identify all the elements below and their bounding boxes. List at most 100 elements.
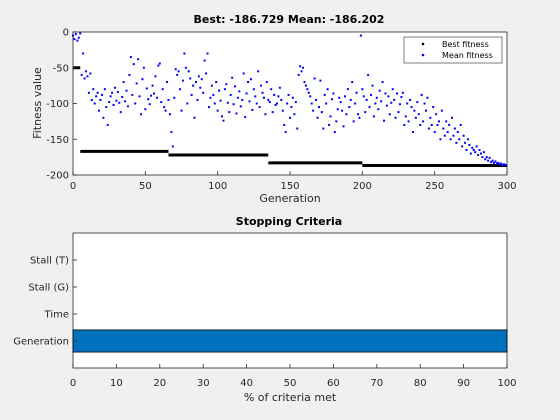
mean-fitness-point-87 [197, 75, 200, 78]
mean-fitness-point-267 [458, 138, 461, 141]
mean-fitness-point-102 [219, 99, 222, 102]
mean-fitness-point-18 [98, 109, 101, 112]
fitness-y-tick-label-3: -50 [53, 63, 69, 74]
mean-fitness-point-123 [249, 78, 252, 81]
mean-fitness-point-40 [129, 56, 132, 59]
mean-fitness-point-286 [485, 156, 488, 159]
fitness-x-axis-label: Generation [259, 192, 320, 205]
fitness-y-tick-label-4: 0 [63, 28, 69, 39]
fitness-x-ticks: 0 50 100 150 200 250 300 [70, 171, 517, 192]
legend[interactable]: Best fitness Mean fitness [403, 36, 503, 64]
mean-fitness-point-137 [270, 88, 273, 91]
mean-fitness-point-298 [503, 163, 506, 166]
stopping-x-ticks: 0 10 20 30 40 50 60 70 80 90 100 [70, 364, 517, 389]
mean-fitness-point-34 [121, 96, 124, 99]
mean-fitness-point-46 [138, 95, 141, 98]
mean-fitness-point-75 [180, 109, 183, 112]
mean-fitness-point-281 [478, 148, 481, 151]
mean-fitness-point-61 [160, 101, 163, 104]
mean-fitness-point-128 [257, 70, 260, 73]
mean-fitness-point-288 [488, 156, 491, 159]
mean-fitness-point-41 [131, 93, 134, 96]
mean-fitness-point-108 [228, 111, 231, 114]
mean-fitness-point-280 [477, 153, 480, 156]
mean-fitness-point-124 [251, 108, 254, 111]
mean-fitness-point-269 [461, 145, 464, 148]
mean-fitness-point-234 [410, 106, 413, 109]
mean-fitness-point-45 [137, 58, 140, 61]
mean-fitness-point-243 [423, 102, 426, 105]
legend-best-fitness-marker [421, 42, 425, 46]
stopping-x-axis-label: % of criteria met [244, 391, 337, 404]
mean-fitness-point-149 [287, 93, 290, 96]
stopping-x-tick-label-7: 70 [370, 378, 383, 389]
mean-fitness-point-223 [394, 116, 397, 119]
mean-fitness-point-20 [100, 93, 103, 96]
mean-fitness-point-62 [161, 88, 164, 91]
mean-fitness-point-111 [232, 103, 235, 106]
mean-fitness-point-119 [244, 116, 247, 119]
mean-fitness-point-170 [317, 106, 320, 109]
mean-fitness-point-297 [501, 163, 504, 166]
mean-fitness-point-71 [174, 68, 177, 71]
mean-fitness-point-249 [432, 106, 435, 109]
mean-fitness-point-156 [297, 73, 300, 76]
mean-fitness-point-292 [494, 160, 497, 163]
stopping-criteria-plot[interactable]: Stopping Criteria Generation Time Stall (G… [13, 215, 516, 404]
mean-fitness-point-224 [396, 92, 399, 95]
mean-fitness-point-257 [443, 134, 446, 137]
mean-fitness-point-134 [265, 81, 268, 84]
mean-fitness-point-15 [93, 102, 96, 105]
mean-fitness-point-260 [448, 123, 451, 126]
mean-fitness-point-258 [445, 120, 448, 123]
mean-fitness-point-174 [323, 93, 326, 96]
stopping-bar-0 [72, 329, 508, 353]
mean-fitness-point-109 [229, 93, 232, 96]
mean-fitness-point-113 [235, 112, 238, 115]
mean-fitness-point-35 [122, 81, 125, 84]
mean-fitness-point-94 [207, 106, 210, 109]
mean-fitness-point-283 [481, 156, 484, 159]
mean-fitness-point-90 [202, 91, 205, 94]
mean-fitness-point-58 [155, 96, 158, 99]
mean-fitness-point-255 [440, 109, 443, 112]
mean-fitness-point-56 [153, 92, 156, 95]
legend-mean-fitness-marker [421, 53, 425, 57]
mean-fitness-point-37 [125, 89, 128, 92]
mean-fitness-point-294 [497, 161, 500, 164]
stopping-x-tick-label-10: 100 [497, 378, 516, 389]
mean-fitness-point-181 [333, 131, 336, 134]
mean-fitness-point-0 [72, 34, 74, 37]
mean-fitness-point-206 [370, 93, 373, 96]
mean-fitness-point-1 [73, 38, 76, 41]
mean-fitness-point-182 [335, 120, 338, 123]
mean-fitness-point-212 [378, 89, 381, 92]
mean-fitness-point-209 [374, 102, 377, 105]
mean-fitness-point-28 [112, 103, 115, 106]
legend-mean-fitness-label: Mean fitness [442, 51, 493, 60]
fitness-y-tick-label-1: -150 [46, 135, 69, 146]
mean-fitness-point-252 [436, 123, 439, 126]
mean-fitness-point-229 [403, 123, 406, 126]
mean-fitness-point-274 [468, 143, 471, 146]
mean-fitness-point-23 [105, 106, 108, 109]
mean-fitness-point-129 [258, 106, 261, 109]
mean-fitness-point-116 [239, 105, 242, 108]
stopping-x-tick-label-3: 30 [197, 378, 210, 389]
fitness-plot[interactable]: Best: -186.729 Mean: -186.202 0 50 100 150 2… [31, 13, 517, 205]
mean-fitness-point-211 [377, 108, 380, 111]
mean-fitness-point-162 [306, 88, 309, 91]
mean-fitness-point-259 [446, 131, 449, 134]
mean-fitness-point-55 [151, 84, 154, 87]
legend-best-fitness-label: Best fitness [442, 40, 489, 49]
mean-fitness-point-193 [351, 81, 354, 84]
fitness-y-tick-label-0: -200 [46, 171, 69, 182]
mean-fitness-point-169 [316, 116, 319, 119]
mean-fitness-point-26 [109, 95, 112, 98]
stopping-x-tick-label-9: 90 [457, 378, 470, 389]
mean-fitness-point-144 [280, 98, 283, 101]
mean-fitness-point-153 [293, 113, 296, 116]
mean-fitness-point-127 [255, 102, 258, 105]
stopping-x-tick-label-2: 20 [153, 378, 166, 389]
mean-fitness-point-275 [469, 152, 472, 155]
